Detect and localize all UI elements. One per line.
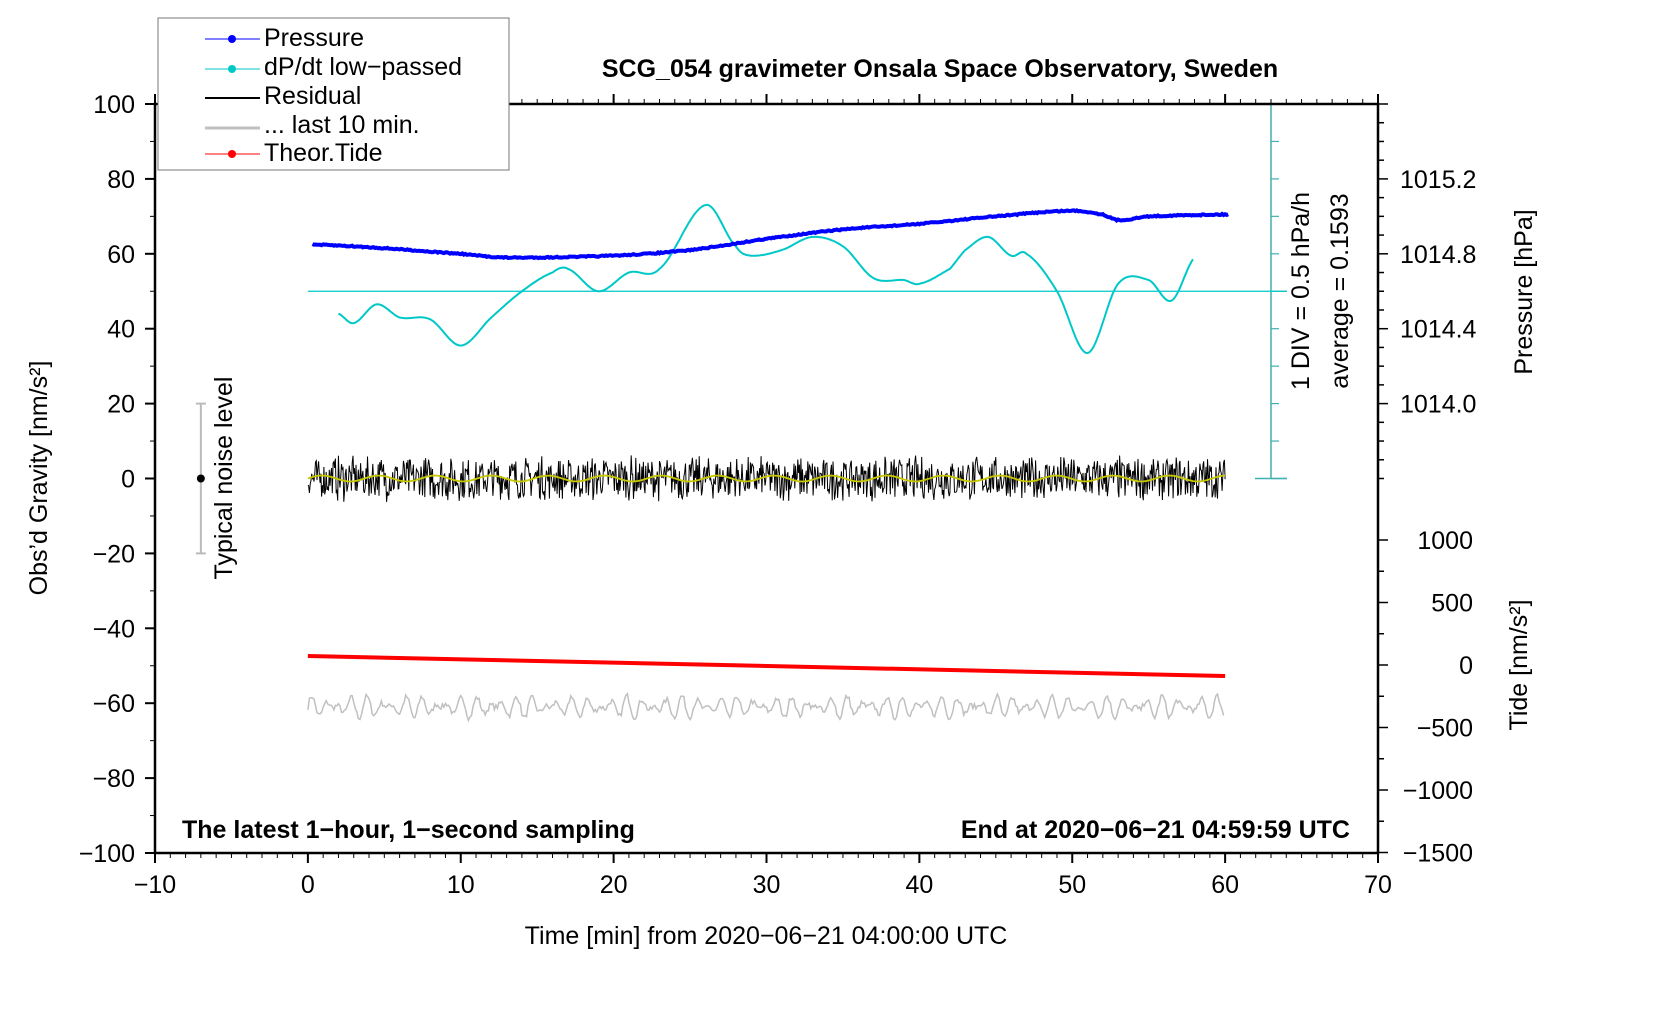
dpdt-scale-label: 1 DIV = 0.5 hPa/h [1287, 192, 1315, 390]
dpdt-line [338, 205, 1193, 353]
tide-axis-label: Tide [nm/s²] [1505, 599, 1533, 730]
pressure-tick-label: 1014.0 [1400, 391, 1476, 419]
x-tick-label: 30 [753, 871, 781, 899]
legend-last10: ... last 10 min. [264, 111, 420, 139]
x-tick-label: 50 [1058, 871, 1086, 899]
x-tick-label: 40 [905, 871, 933, 899]
legend-dpdt-marker [228, 65, 236, 73]
x-tick-label: 0 [301, 871, 315, 899]
x-tick-label: 20 [600, 871, 628, 899]
legend-pressure: Pressure [264, 24, 364, 52]
legend: Pressure dP/dt low−passed Residual ... l… [158, 18, 509, 170]
chart: −10 0 10 20 30 40 50 60 70 100 80 60 40 20 0 −20 −40 −60−… [0, 0, 1660, 1020]
dpdt-average-label: average = 0.1593 [1326, 193, 1354, 388]
legend-dpdt: dP/dt low−passed [264, 53, 462, 81]
y-tick-label: 80 [107, 166, 135, 194]
pressure-tick-label: 1014.4 [1400, 316, 1477, 344]
legend-tide-marker [228, 150, 236, 158]
y-axis-label: Obs’d Gravity [nm/s²] [25, 361, 53, 596]
y-tick-label: 100 [93, 91, 135, 119]
series-layer [196, 104, 1287, 720]
noise-label: Typical noise level [210, 377, 238, 580]
y-tick-label: −40 [93, 615, 135, 643]
tide-tick-label: −1500 [1403, 840, 1473, 868]
legend-residual: Residual [264, 82, 361, 110]
tide-tick-label: −500 [1417, 715, 1473, 743]
y-tick-label: −80 [93, 765, 135, 793]
pressure-tick-label: 1015.2 [1400, 166, 1476, 194]
y-tick-label: −100 [79, 840, 135, 868]
y-tick-label: −60 [93, 690, 135, 718]
bottom-right-note: End at 2020−06−21 04:59:59 UTC [961, 816, 1350, 844]
chart-title: SCG_054 gravimeter Onsala Space Observat… [602, 55, 1278, 83]
y-tick-label: 60 [107, 241, 135, 269]
x-tick-label: 70 [1364, 871, 1392, 899]
x-axis-label: Time [min] from 2020−06−21 04:00:00 UTC [525, 922, 1008, 950]
y-tick-label: 0 [121, 466, 135, 494]
x-tick-label: −10 [134, 871, 176, 899]
y-tick-label: −20 [93, 540, 135, 568]
pressure-tick-label: 1014.8 [1400, 241, 1476, 269]
y-tick-label: 20 [107, 391, 135, 419]
last10-line [308, 694, 1224, 721]
bottom-left-note: The latest 1−hour, 1−second sampling [182, 816, 635, 844]
tide-tick-label: 500 [1431, 590, 1473, 618]
tide-tick-label: 0 [1459, 652, 1473, 680]
y-tick-label: 40 [107, 316, 135, 344]
legend-pressure-marker [228, 35, 236, 43]
chart-svg: −10 0 10 20 30 40 50 60 70100806040200−20−40−60−… [0, 0, 1660, 1020]
tide-tick-label: −1000 [1403, 777, 1473, 805]
pressure-axis-label: Pressure [hPa] [1510, 209, 1538, 374]
noise-bar-dot [197, 475, 205, 483]
tide-line [308, 656, 1225, 676]
tide-tick-label: 1000 [1417, 527, 1473, 555]
pressure-line [313, 210, 1229, 258]
legend-tide: Theor.Tide [264, 139, 383, 167]
x-tick-label: 60 [1211, 871, 1239, 899]
x-tick-label: 10 [447, 871, 475, 899]
residual-line [308, 455, 1225, 502]
